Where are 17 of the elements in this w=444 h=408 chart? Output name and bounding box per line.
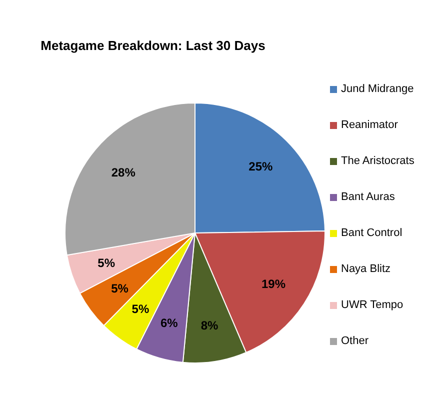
data-label: 5% — [111, 282, 129, 296]
legend-label: Naya Blitz — [341, 263, 391, 275]
data-label: 25% — [248, 159, 273, 174]
legend-label: Other — [341, 335, 369, 347]
legend-label: UWR Tempo — [341, 299, 404, 311]
legend-label: Bant Control — [341, 227, 402, 239]
data-label: 28% — [111, 166, 136, 180]
legend-label: The Aristocrats — [341, 155, 414, 167]
data-label: 5% — [98, 256, 116, 270]
legend-label: Reanimator — [341, 119, 398, 131]
data-label: 6% — [160, 316, 178, 330]
chart-title: Metagame Breakdown: Last 30 Days — [40, 38, 266, 53]
legend-label: Jund Midrange — [341, 83, 414, 95]
legend-label: Bant Auras — [341, 191, 395, 203]
data-label: 8% — [200, 318, 218, 332]
data-label: 5% — [132, 302, 150, 316]
data-label: 19% — [262, 276, 286, 291]
